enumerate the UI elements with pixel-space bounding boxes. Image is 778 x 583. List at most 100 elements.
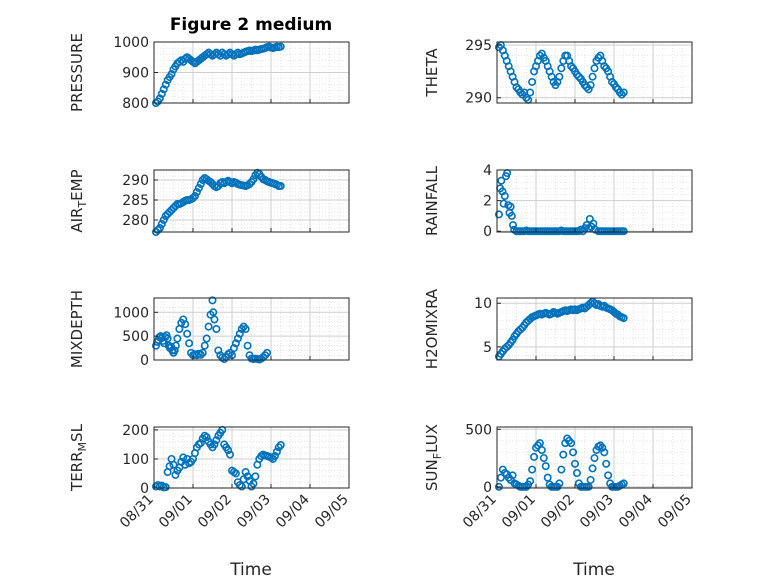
data-point [190,192,199,201]
y-axis-label: H2OMIXRA [423,288,441,369]
x-tick-label: 09/02 [195,492,235,532]
data-point [243,341,252,350]
data-point [537,446,546,455]
data-point [183,329,192,338]
figure-title: Figure 2 medium [170,15,332,35]
data-point [619,88,628,97]
data-point [582,83,591,92]
data-point [276,441,285,450]
y-tick-label: 900 [122,66,149,82]
data-point [615,88,624,97]
y-tick-label: 4 [483,163,492,179]
data-point [212,324,221,333]
axes-box [496,297,693,361]
data-point [212,436,221,445]
data-point [231,469,240,478]
subplot-pressure: 800 900 1000 PRESSURE [68,33,350,112]
x-tick-label: 09/05 [655,492,695,532]
data-point [272,447,281,456]
data-point [173,334,182,343]
data-point [508,471,517,480]
y-tick-label: 200 [122,423,149,439]
data-point [530,452,539,461]
data-point [153,226,162,235]
y-axis-label: TERRMSL [68,423,89,492]
data-point [522,93,531,102]
data-point [237,482,246,491]
y-tick-label: 285 [122,193,149,209]
data-point [171,470,180,479]
y-tick-label: 500 [465,422,492,438]
data-point [220,355,229,364]
data-point [226,450,235,459]
data-point [541,462,550,471]
y-tick-label: 0 [140,353,149,369]
axes-box [496,426,693,489]
subplot-mixdepth: 0 500 1000 MIXDEPTH [68,290,350,369]
data-point [619,479,628,488]
data-point [263,348,272,357]
data-point [270,452,279,461]
data-point [590,454,599,463]
data-point [196,180,205,189]
data-point [200,341,209,350]
data-point [528,465,537,474]
data-point [497,176,506,185]
data-point [602,459,611,468]
axes-box [153,297,350,361]
data-point [202,334,211,343]
data-point [567,439,576,448]
axes-box [153,426,350,489]
x-axis-label-right: Time [572,560,615,580]
y-tick-label: 0 [483,224,492,240]
data-point [543,473,552,482]
y-tick-label: 1000 [113,35,149,51]
data-point [508,221,517,230]
data-point [208,296,217,305]
data-point [494,482,503,491]
data-point [496,473,505,482]
data-point [276,42,285,51]
data-point [170,346,179,355]
data-point [241,468,250,477]
data-point [159,216,168,225]
data-point [528,77,537,86]
data-point [600,62,609,71]
data-point [619,314,628,323]
data-point [276,182,285,191]
y-axis-label: AIRTEMP [68,169,89,232]
y-axis-label: SUNFLUX [423,424,444,491]
data-point [214,346,223,355]
data-point [611,83,620,92]
data-point [586,81,595,90]
data-point [181,320,190,329]
data-point [155,224,164,233]
data-point [617,90,626,99]
y-tick-label: 1000 [113,305,149,321]
data-point [588,72,597,81]
data-point [229,344,238,353]
y-tick-label: 0 [140,481,149,497]
data-point [224,446,233,455]
data-point [235,329,244,338]
y-tick-label: 10 [474,296,492,312]
data-point [204,322,213,331]
data-point [569,448,578,457]
y-tick-label: 5 [483,340,492,356]
data-point [516,325,525,334]
y-tick-label: 0 [483,480,492,496]
data-point [588,464,597,473]
data-point [526,477,535,486]
x-tick-label: 09/02 [538,492,578,532]
data-point [507,211,516,220]
data-point [185,339,194,348]
x-tick-label: 08/31 [117,492,157,532]
data-point [502,342,511,351]
y-tick-label: 800 [122,96,149,112]
data-point [555,479,564,488]
y-tick-label: 100 [122,452,149,468]
data-point [231,339,240,348]
data-point [249,175,258,184]
